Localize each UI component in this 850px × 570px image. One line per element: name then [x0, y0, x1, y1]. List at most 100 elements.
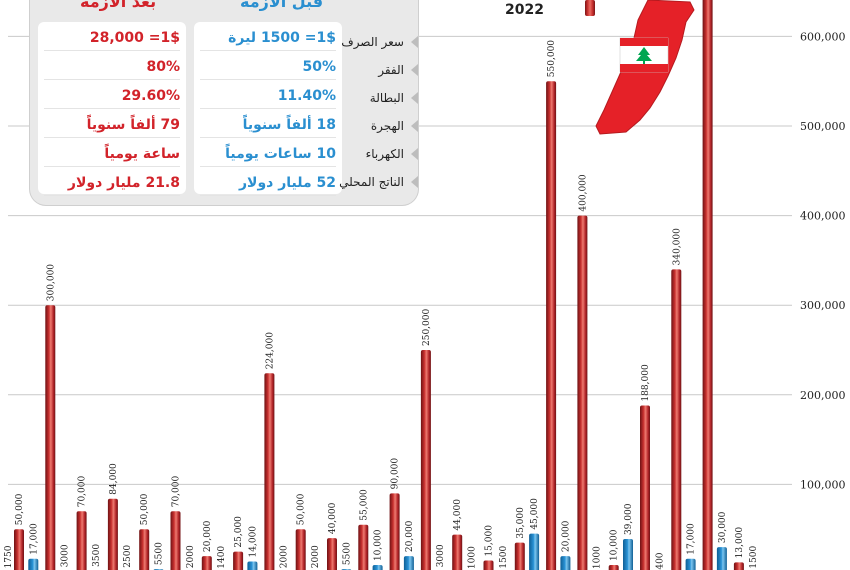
- bar-value-label: 3000: [61, 544, 71, 567]
- bar-value-label: 400: [655, 552, 665, 569]
- bar-value-label: 10,000: [610, 529, 620, 561]
- y-tick-label: 100,000: [800, 478, 846, 491]
- bar-value-label: 55,000: [359, 489, 369, 521]
- before-poverty: 50%: [200, 55, 336, 80]
- after-unemployment: 29.60%: [44, 84, 180, 109]
- y-tick-label: 200,000: [800, 389, 846, 402]
- after-crisis-heading: بعد الأزمة: [80, 0, 157, 11]
- bar-red: [420, 350, 431, 570]
- bar-red: [264, 373, 275, 570]
- bar-value-label: 1400: [217, 546, 227, 569]
- bar-value-label: 5500: [342, 542, 352, 565]
- y-axis: 100,000 200,000 300,000 400,000 500,000 600,0…: [800, 30, 846, 491]
- bar-red: [389, 493, 400, 570]
- bar-value-label: 35,000: [516, 507, 526, 539]
- bar-value-label: 550,000: [547, 40, 557, 77]
- value-labels: 50,000 300,000 70,000 84,000 50,000 70,000 20,…: [4, 40, 759, 570]
- lebanon-map-icon: [595, 0, 695, 135]
- lebanon-flag-icon: [619, 37, 669, 73]
- bar-value-label: 70,000: [172, 476, 182, 508]
- bar-red: [201, 556, 212, 570]
- legend-year-label: 2022: [505, 2, 544, 18]
- bar-value-label: 50,000: [297, 493, 307, 525]
- before-electricity: 10 ساعات يومياً: [200, 142, 336, 167]
- bar-value-label: 10,000: [374, 529, 384, 561]
- bar-value-label: 50,000: [140, 493, 150, 525]
- bar-blue: [529, 533, 540, 570]
- cedar-tree-icon: [636, 47, 652, 61]
- crisis-comparison-panel: بعد الأزمة قبل الأزمة 1$= 28,000 80% 29.…: [30, 0, 418, 205]
- bar-value-label: 1500: [499, 545, 509, 568]
- bar-red: [76, 511, 87, 570]
- before-unemployment: 11.40%: [200, 84, 336, 109]
- after-crisis-column: 1$= 28,000 80% 29.60% 79 ألفاً سنوياً سا…: [38, 22, 186, 196]
- bar-value-label: 300,000: [46, 264, 56, 301]
- bar-red: [514, 542, 525, 570]
- bar-red: [577, 215, 588, 570]
- bar-value-label: 1750: [4, 545, 14, 568]
- bar-value-label: 340,000: [672, 228, 682, 265]
- bar-value-label: 250,000: [422, 309, 432, 346]
- bar-value-label: 70,000: [78, 476, 88, 508]
- bar-value-label: 20,000: [203, 520, 213, 552]
- after-poverty: 80%: [44, 55, 180, 80]
- bar-red: [608, 565, 619, 570]
- bar-blue: [403, 556, 414, 570]
- bar-red: [358, 524, 369, 570]
- bar-value-label: 5500: [155, 542, 165, 565]
- bar-series: [14, 0, 744, 570]
- bar-value-label: 25,000: [234, 516, 244, 548]
- before-emigration: 18 ألفاً سنوياً: [200, 113, 336, 138]
- bar-red: [671, 269, 682, 570]
- after-exchange-rate: 1$= 28,000: [44, 26, 180, 51]
- bar-value-label: 2000: [280, 545, 290, 568]
- bar-value-label: 2500: [123, 545, 133, 568]
- bar-blue: [685, 558, 696, 570]
- bar-red: [295, 529, 306, 570]
- label-emigration: الهجرة: [342, 114, 418, 138]
- bar-value-label: 15,000: [485, 525, 495, 557]
- bar-value-label: 40,000: [328, 502, 338, 534]
- bar-value-label: 224,000: [265, 332, 275, 369]
- label-poverty: الفقر: [342, 58, 418, 82]
- label-gdp: الناتج المحلي: [339, 170, 418, 194]
- before-exchange-rate: 1$= 1500 ليرة: [200, 26, 336, 51]
- bar-blue: [247, 561, 258, 570]
- y-tick-label: 500,000: [800, 120, 846, 133]
- bar-value-label: 17,000: [687, 523, 697, 555]
- bar-value-label: 50,000: [15, 493, 25, 525]
- bar-value-label: 44,000: [453, 499, 463, 531]
- bar-value-label: 1000: [468, 546, 478, 569]
- bar-value-label: 45,000: [530, 498, 540, 530]
- bar-value-label: 17,000: [29, 523, 39, 555]
- bar-red: [452, 534, 463, 570]
- bar-blue: [716, 547, 727, 570]
- bar-value-label: 84,000: [109, 463, 119, 495]
- label-electricity: الكهرباء: [342, 142, 418, 166]
- bar-red: [546, 81, 557, 570]
- bar-value-label: 2000: [186, 545, 196, 568]
- label-exchange-rate: سعر الصرف: [341, 30, 418, 54]
- bar-value-label: 3500: [92, 544, 102, 567]
- bar-value-label: 188,000: [641, 364, 651, 401]
- before-crisis-heading: قبل الأزمة: [240, 0, 324, 11]
- bar-red: [233, 551, 244, 570]
- indicator-labels: سعر الصرف الفقر البطالة الهجرة الكهرباء …: [339, 26, 418, 198]
- bar-value-label: 20,000: [561, 520, 571, 552]
- bar-red: [733, 562, 744, 570]
- before-gdp: 52 مليار دولار: [200, 171, 336, 196]
- bar-blue: [560, 556, 571, 570]
- bar-red: [139, 529, 150, 570]
- bar-blue: [372, 565, 383, 570]
- bar-value-label: 30,000: [718, 511, 728, 543]
- bar-blue: [28, 558, 39, 570]
- bar-value-label: 39,000: [624, 503, 634, 535]
- bar-value-label: 2000: [311, 545, 321, 568]
- bar-red: [702, 0, 713, 570]
- after-electricity: ساعة يومياً: [44, 142, 180, 167]
- after-gdp: 21.8 مليار دولار: [44, 171, 180, 196]
- bar-value-label: 1000: [593, 546, 603, 569]
- y-tick-label: 400,000: [800, 210, 846, 223]
- y-tick-label: 300,000: [800, 299, 846, 312]
- bar-red: [640, 405, 650, 570]
